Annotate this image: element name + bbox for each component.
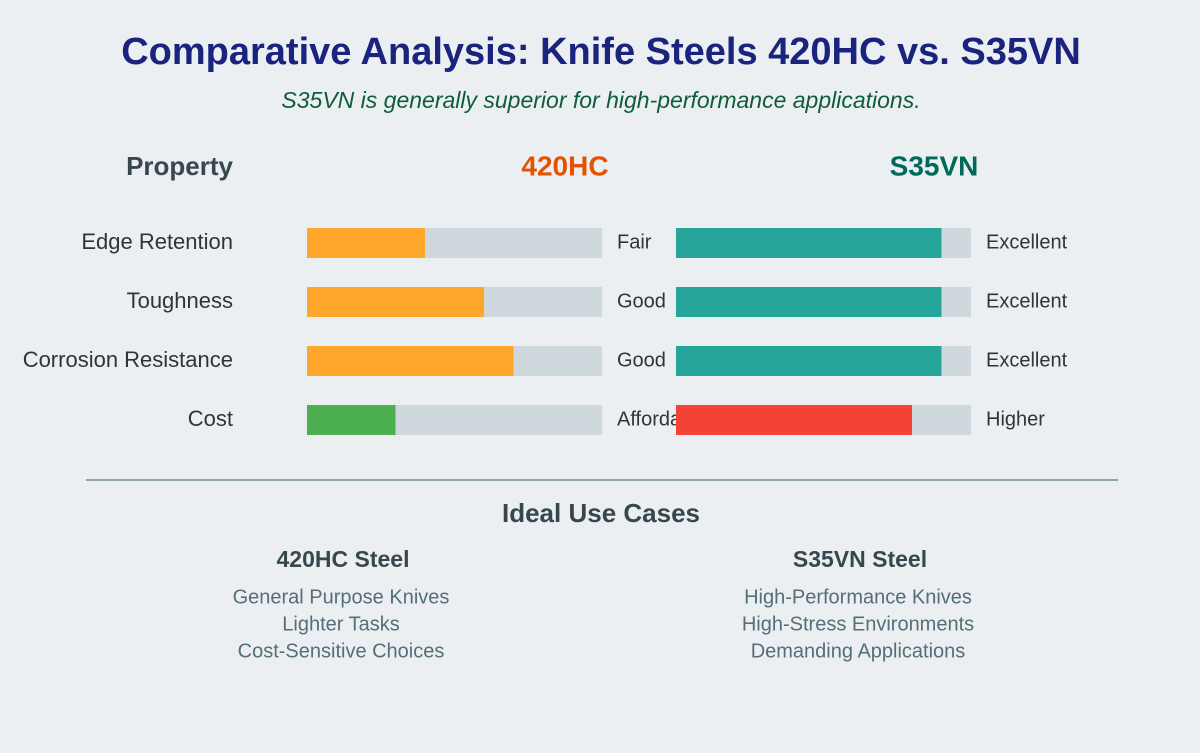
rating-bar <box>307 287 484 317</box>
rating-label: Good <box>617 349 666 371</box>
use-case-item: General Purpose Knives <box>233 586 450 608</box>
rating-bar <box>307 346 514 376</box>
rating-label: Excellent <box>986 349 1068 371</box>
rating-label: Higher <box>986 408 1045 430</box>
rating-label: Excellent <box>986 231 1068 253</box>
use-case-item: Demanding Applications <box>751 640 966 662</box>
subtitle: S35VN is generally superior for high-per… <box>281 87 920 113</box>
use-case-item: High-Performance Knives <box>744 586 972 608</box>
property-label: Edge Retention <box>81 229 233 254</box>
rating-bar <box>676 405 912 435</box>
column-header: Property <box>126 151 233 181</box>
use-case-item: Lighter Tasks <box>282 613 399 635</box>
use-case-item: High-Stress Environments <box>742 613 974 635</box>
use-case-heading: 420HC Steel <box>277 546 410 572</box>
rating-bar <box>676 287 942 317</box>
use-case-heading: S35VN Steel <box>793 546 927 572</box>
rating-label: Good <box>617 290 666 312</box>
section-title: Ideal Use Cases <box>502 498 700 528</box>
steel-header: S35VN <box>890 150 979 181</box>
use-case-item: Cost-Sensitive Choices <box>238 640 445 662</box>
steel-header: 420HC <box>521 150 608 181</box>
property-label: Toughness <box>127 288 233 313</box>
rating-bar <box>307 405 396 435</box>
rating-bar <box>676 346 942 376</box>
rating-label: Excellent <box>986 290 1068 312</box>
property-label: Cost <box>188 406 233 431</box>
rating-label: Fair <box>617 231 652 253</box>
property-label: Corrosion Resistance <box>23 347 233 372</box>
rating-bar <box>307 228 425 258</box>
title: Comparative Analysis: Knife Steels 420HC… <box>121 31 1081 73</box>
rating-bar <box>676 228 942 258</box>
